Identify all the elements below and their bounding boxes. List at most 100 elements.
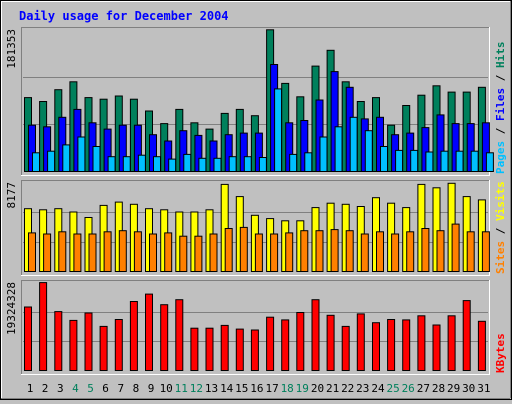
bar-kbytes	[175, 299, 184, 372]
day-label: 20	[311, 382, 324, 395]
bar-kbytes	[129, 301, 138, 371]
bar-kbytes	[387, 319, 396, 371]
bar-kbytes	[326, 314, 335, 371]
bar-kbytes	[447, 315, 456, 371]
bar-kbytes	[39, 282, 48, 372]
bar-sites	[300, 230, 309, 272]
bar-sites	[315, 230, 324, 272]
bar-pages	[334, 126, 343, 173]
bar-kbytes	[235, 328, 244, 372]
day-label: 23	[356, 382, 369, 395]
legend-item-sites: Sites	[494, 241, 507, 274]
bar-kbytes	[250, 329, 259, 371]
day-label: 4	[72, 382, 79, 395]
bar-sites	[239, 226, 248, 272]
max-value-label: 181353	[5, 29, 18, 69]
bar-sites	[330, 229, 339, 273]
max-value-label: 19324328	[5, 282, 18, 335]
bar-pages	[274, 88, 283, 172]
bar-kbytes	[99, 325, 108, 371]
bar-pages	[228, 156, 237, 172]
bar-pages	[77, 136, 86, 172]
bar-pages	[470, 150, 479, 172]
bar-pages	[107, 156, 116, 172]
bar-pages	[485, 152, 494, 173]
max-value-label: 8177	[5, 182, 18, 209]
day-label: 24	[371, 382, 385, 395]
bar-kbytes	[402, 319, 411, 371]
panel-3: 19324328 KBytes	[5, 280, 507, 375]
bar-sites	[149, 233, 157, 272]
bar-kbytes	[54, 311, 63, 372]
bar-sites	[73, 233, 82, 272]
bar-sites	[345, 230, 354, 272]
day-label: 27	[417, 382, 430, 395]
day-label: 22	[341, 382, 354, 395]
day-label: 17	[265, 382, 278, 395]
bar-kbytes	[266, 316, 275, 372]
bar-pages	[410, 149, 419, 172]
legend: Sites / Visits	[494, 181, 507, 274]
bar-kbytes	[145, 293, 153, 372]
bar-kbytes	[190, 327, 199, 372]
day-label: 29	[447, 382, 460, 395]
bar-kbytes	[69, 319, 78, 371]
bar-sites	[421, 228, 430, 272]
day-label: 21	[326, 382, 339, 395]
bar-sites	[179, 235, 188, 272]
day-label: 16	[250, 382, 263, 395]
bar-sites	[103, 231, 112, 273]
bar-sites	[376, 231, 384, 273]
day-label: 18	[281, 382, 294, 395]
chart-title: Daily usage for December 2004	[19, 9, 229, 23]
panel-2: 8177 Sites / Visits	[5, 180, 507, 276]
bar-sites	[391, 233, 400, 272]
day-label: 6	[102, 382, 109, 395]
legend-item-hits: Hits	[494, 42, 507, 69]
day-label: 2	[42, 382, 49, 395]
bar-kbytes	[477, 320, 486, 371]
day-axis-labels: 1 2 3 4 5 6 7 8 9 10 11 12 13 14 15 16 17 18 19 20 21 22 23 24 2…	[27, 382, 491, 395]
day-label: 30	[462, 382, 475, 395]
bar-pages	[304, 152, 313, 173]
bar-pages	[198, 157, 207, 173]
day-label: 11	[175, 382, 188, 395]
day-label: 31	[477, 382, 490, 395]
bar-sites	[270, 233, 279, 272]
bar-sites	[209, 233, 218, 272]
bar-pages	[62, 144, 71, 172]
bar-pages	[92, 146, 101, 172]
bar-sites	[406, 231, 415, 273]
bar-sites	[360, 233, 369, 272]
legend: KBytes	[494, 333, 507, 373]
panel-1: 181353 Pages / Files / Hits	[5, 27, 507, 176]
bar-sites	[436, 230, 445, 272]
bar-pages	[32, 152, 40, 173]
day-label: 19	[296, 382, 309, 395]
bar-pages	[455, 150, 464, 172]
bar-kbytes	[296, 312, 305, 371]
bar-kbytes	[114, 319, 123, 371]
bar-kbytes	[372, 322, 380, 372]
bar-kbytes	[417, 315, 426, 371]
bar-pages	[289, 153, 298, 172]
bar-pages	[47, 150, 56, 172]
legend-item-files: Files	[494, 88, 507, 121]
bar-pages	[122, 156, 131, 172]
bar-kbytes	[220, 324, 229, 371]
bar-pages	[183, 153, 192, 172]
bar-pages	[258, 157, 267, 172]
day-label: 1	[27, 382, 34, 395]
bar-pages	[380, 146, 388, 172]
bar-kbytes	[432, 324, 441, 371]
day-label: 5	[87, 382, 94, 395]
day-label: 10	[160, 382, 173, 395]
day-label: 12	[190, 382, 203, 395]
bar-sites	[133, 231, 142, 273]
bar-pages	[395, 149, 404, 172]
day-label: 15	[235, 382, 248, 395]
bar-sites	[88, 233, 97, 272]
bar-pages	[137, 154, 146, 172]
bar-pages	[319, 136, 328, 172]
